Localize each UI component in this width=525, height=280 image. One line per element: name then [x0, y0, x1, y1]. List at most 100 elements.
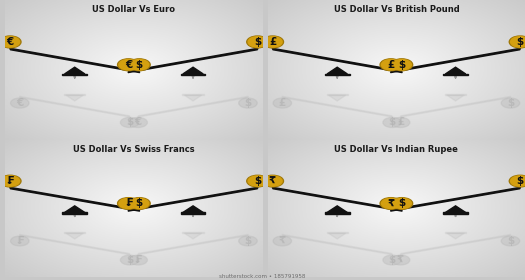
Text: $: $	[507, 98, 514, 108]
Polygon shape	[400, 96, 511, 117]
Text: US Dollar Vs Swiss Francs: US Dollar Vs Swiss Francs	[73, 145, 195, 154]
Ellipse shape	[130, 256, 146, 264]
Ellipse shape	[120, 117, 139, 127]
Ellipse shape	[263, 176, 282, 186]
Ellipse shape	[382, 199, 401, 209]
Polygon shape	[183, 232, 204, 233]
Polygon shape	[138, 96, 248, 117]
Ellipse shape	[384, 118, 400, 127]
Ellipse shape	[392, 199, 411, 209]
Ellipse shape	[1, 176, 19, 186]
Polygon shape	[19, 96, 130, 117]
Text: shutterstock.com • 185791958: shutterstock.com • 185791958	[219, 274, 306, 279]
Ellipse shape	[240, 237, 256, 245]
Text: ₣: ₣	[125, 199, 132, 208]
Polygon shape	[128, 187, 258, 211]
Text: US Dollar Vs Indian Rupee: US Dollar Vs Indian Rupee	[334, 145, 458, 154]
Polygon shape	[184, 233, 202, 239]
Text: €: €	[6, 37, 14, 47]
Polygon shape	[9, 48, 140, 73]
Text: $: $	[517, 37, 524, 47]
Polygon shape	[183, 206, 203, 213]
Ellipse shape	[274, 99, 290, 108]
Ellipse shape	[10, 98, 29, 108]
Polygon shape	[183, 67, 203, 74]
Ellipse shape	[263, 37, 282, 47]
Ellipse shape	[118, 59, 139, 71]
Polygon shape	[282, 234, 393, 255]
Text: $: $	[244, 236, 251, 246]
Polygon shape	[443, 213, 468, 214]
Polygon shape	[391, 48, 521, 73]
Ellipse shape	[391, 59, 413, 71]
Text: $: $	[254, 176, 261, 186]
Polygon shape	[445, 94, 466, 95]
Polygon shape	[443, 74, 468, 75]
Polygon shape	[181, 74, 205, 75]
Ellipse shape	[239, 98, 257, 108]
Ellipse shape	[393, 256, 409, 264]
Ellipse shape	[501, 98, 520, 108]
Text: ₹: ₹	[269, 176, 276, 186]
Polygon shape	[272, 48, 402, 73]
Polygon shape	[445, 206, 466, 213]
Polygon shape	[66, 233, 83, 239]
Text: $: $	[126, 255, 133, 265]
Ellipse shape	[383, 117, 401, 127]
Ellipse shape	[509, 36, 525, 48]
Ellipse shape	[391, 198, 413, 209]
Polygon shape	[62, 74, 87, 75]
Ellipse shape	[502, 237, 519, 245]
Ellipse shape	[130, 118, 146, 127]
Text: ₣: ₣	[6, 176, 14, 186]
Ellipse shape	[129, 255, 148, 265]
Ellipse shape	[262, 36, 284, 48]
Polygon shape	[9, 187, 140, 211]
Text: £: £	[387, 60, 395, 70]
Ellipse shape	[383, 255, 401, 265]
Polygon shape	[325, 213, 350, 214]
Ellipse shape	[129, 59, 150, 71]
Polygon shape	[445, 67, 466, 74]
Ellipse shape	[12, 99, 28, 108]
Ellipse shape	[274, 237, 290, 245]
Polygon shape	[447, 95, 464, 101]
Polygon shape	[128, 48, 258, 73]
Ellipse shape	[501, 236, 520, 246]
Ellipse shape	[1, 37, 19, 47]
Ellipse shape	[392, 60, 411, 70]
Polygon shape	[327, 232, 348, 233]
Ellipse shape	[248, 176, 267, 186]
Ellipse shape	[0, 175, 21, 187]
Text: £: £	[269, 37, 276, 47]
Ellipse shape	[511, 176, 525, 186]
Text: $: $	[135, 60, 143, 70]
Text: $: $	[517, 176, 524, 186]
Polygon shape	[272, 187, 402, 211]
Polygon shape	[282, 96, 393, 117]
Ellipse shape	[121, 118, 138, 127]
Polygon shape	[66, 95, 83, 101]
Text: €: €	[134, 117, 142, 127]
Ellipse shape	[120, 255, 139, 265]
Polygon shape	[183, 94, 204, 95]
Text: €: €	[125, 60, 132, 70]
Polygon shape	[445, 232, 466, 233]
Ellipse shape	[502, 99, 519, 108]
Ellipse shape	[511, 37, 525, 47]
Polygon shape	[64, 232, 85, 233]
Ellipse shape	[392, 117, 410, 127]
Ellipse shape	[129, 117, 148, 127]
Polygon shape	[400, 234, 511, 255]
Ellipse shape	[247, 175, 268, 187]
Ellipse shape	[273, 98, 291, 108]
Polygon shape	[447, 233, 464, 239]
Text: €: €	[16, 98, 24, 108]
Text: $: $	[244, 98, 251, 108]
Polygon shape	[62, 213, 87, 214]
Text: $: $	[398, 60, 405, 70]
Polygon shape	[327, 67, 348, 74]
Polygon shape	[325, 74, 350, 75]
Ellipse shape	[262, 175, 284, 187]
Text: ₹: ₹	[397, 255, 404, 265]
